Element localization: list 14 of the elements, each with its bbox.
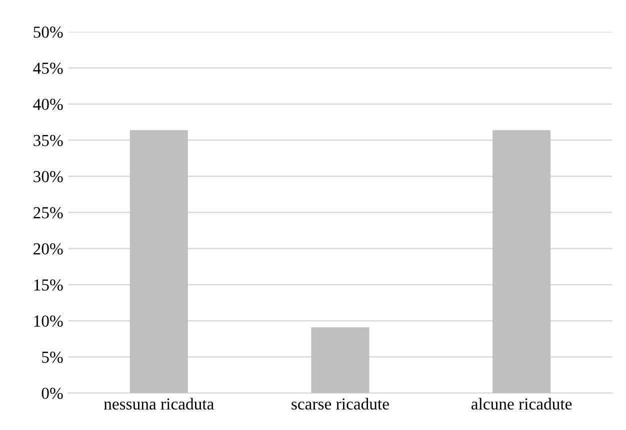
x-tick-label: alcune ricadute bbox=[471, 398, 572, 410]
x-tick-label: nessuna ricaduta bbox=[104, 398, 214, 410]
x-tick-label: scarse ricadute bbox=[292, 398, 389, 410]
y-tick-label: 50% bbox=[34, 26, 63, 38]
y-tick-label: 5% bbox=[42, 352, 63, 363]
y-tick-label: 10% bbox=[34, 315, 63, 327]
y-tick-label: 0% bbox=[42, 388, 63, 400]
y-tick-label: 35% bbox=[34, 134, 63, 146]
y-tick-label: 45% bbox=[33, 62, 63, 74]
y-tick-label: 40% bbox=[33, 98, 63, 110]
y-tick-label: 15% bbox=[34, 279, 63, 291]
y-tick-label: 20% bbox=[34, 243, 63, 255]
y-tick-label: 25% bbox=[34, 207, 63, 218]
y-tick-label: 30% bbox=[34, 171, 63, 182]
